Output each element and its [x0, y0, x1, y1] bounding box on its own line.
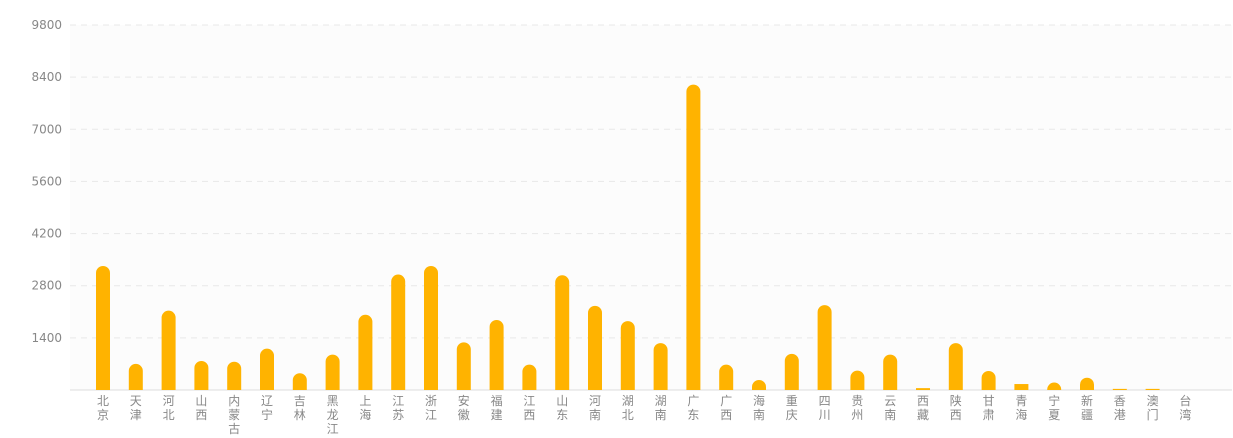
y-tick-label: 8400 [31, 70, 62, 84]
bar-31[interactable] [1112, 388, 1127, 390]
bar-28[interactable] [1014, 384, 1029, 390]
x-tick-label: 河南 [589, 394, 601, 422]
bar-1[interactable] [128, 363, 143, 390]
bar-17[interactable] [653, 343, 668, 390]
bar-6[interactable] [292, 373, 307, 390]
x-tick-label: 江西 [523, 394, 535, 422]
bar-25[interactable] [916, 388, 930, 390]
bar-3[interactable] [194, 360, 209, 390]
x-tick-label: 青海 [1015, 394, 1027, 422]
bar-29[interactable] [1047, 382, 1062, 390]
bar-32[interactable] [1145, 388, 1160, 390]
x-tick-label: 黑龙江 [327, 394, 339, 436]
bar-9[interactable] [391, 274, 406, 390]
x-tick-label: 上海 [359, 394, 371, 422]
bar-5[interactable] [260, 348, 274, 390]
bar-21[interactable] [784, 353, 799, 390]
bar-20[interactable] [752, 379, 766, 390]
bar-18[interactable] [686, 84, 701, 391]
bar-13[interactable] [522, 364, 537, 390]
bar-10[interactable] [424, 265, 438, 390]
x-tick-label: 台湾 [1179, 393, 1191, 422]
bar-22[interactable] [817, 305, 832, 390]
x-tick-label: 新疆 [1081, 393, 1093, 422]
x-tick-label: 陕西 [950, 393, 962, 422]
x-tick-label: 河北 [163, 394, 175, 422]
y-tick-label: 2800 [31, 279, 62, 293]
x-tick-label: 重庆 [786, 394, 798, 422]
y-tick-label: 5600 [31, 174, 62, 188]
bar-24[interactable] [883, 354, 898, 390]
y-axis: 1400 2800 4200 5600 7000 8400 9800 [31, 18, 62, 345]
bar-7[interactable] [325, 354, 340, 390]
bar-12[interactable] [489, 319, 504, 390]
x-tick-label: 天津 [130, 394, 142, 422]
x-tick-label: 北京 [97, 394, 109, 422]
x-tick-label: 江苏 [392, 394, 404, 422]
x-tick-label: 湖北 [622, 393, 634, 422]
x-tick-label: 云南 [884, 394, 896, 422]
bars [96, 84, 1160, 391]
bar-16[interactable] [620, 321, 635, 390]
bar-8[interactable] [358, 314, 373, 390]
x-tick-label: 内蒙古 [228, 394, 240, 436]
bar-4[interactable] [227, 361, 242, 390]
x-tick-label: 山东 [556, 394, 568, 422]
bar-15[interactable] [588, 305, 602, 390]
x-tick-label: 福建 [491, 393, 503, 422]
x-tick-label: 安徽 [458, 393, 470, 422]
x-tick-label: 广西 [720, 394, 732, 422]
bar-23[interactable] [850, 370, 865, 390]
x-tick-label: 山西 [195, 394, 207, 422]
bar-2[interactable] [161, 310, 176, 390]
x-tick-label: 辽宁 [261, 394, 273, 422]
x-tick-label: 广东 [687, 394, 699, 422]
y-tick-label: 1400 [31, 331, 62, 345]
x-tick-label: 浙江 [425, 394, 437, 422]
x-tick-label: 吉林 [294, 394, 306, 422]
bar-26[interactable] [948, 343, 963, 390]
x-tick-label: 贵州 [851, 394, 863, 422]
x-tick-label: 宁夏 [1048, 393, 1060, 422]
x-tick-label: 湖南 [655, 393, 667, 422]
bar-19[interactable] [719, 364, 734, 390]
x-tick-label: 甘肃 [983, 394, 995, 422]
bar-0[interactable] [96, 265, 111, 390]
bar-14[interactable] [555, 275, 570, 390]
x-tick-label: 香港 [1114, 394, 1126, 422]
bar-11[interactable] [456, 342, 471, 390]
plot-background [70, 25, 1232, 390]
x-tick-label: 西藏 [917, 394, 929, 422]
x-tick-label: 四川 [819, 394, 831, 422]
x-tick-label: 海南 [753, 393, 765, 422]
x-tick-label: 澳门 [1147, 394, 1159, 422]
bar-30[interactable] [1080, 377, 1094, 390]
y-tick-label: 9800 [31, 18, 62, 32]
y-tick-label: 7000 [31, 122, 62, 136]
y-tick-label: 4200 [31, 227, 62, 241]
bar-27[interactable] [981, 371, 996, 390]
